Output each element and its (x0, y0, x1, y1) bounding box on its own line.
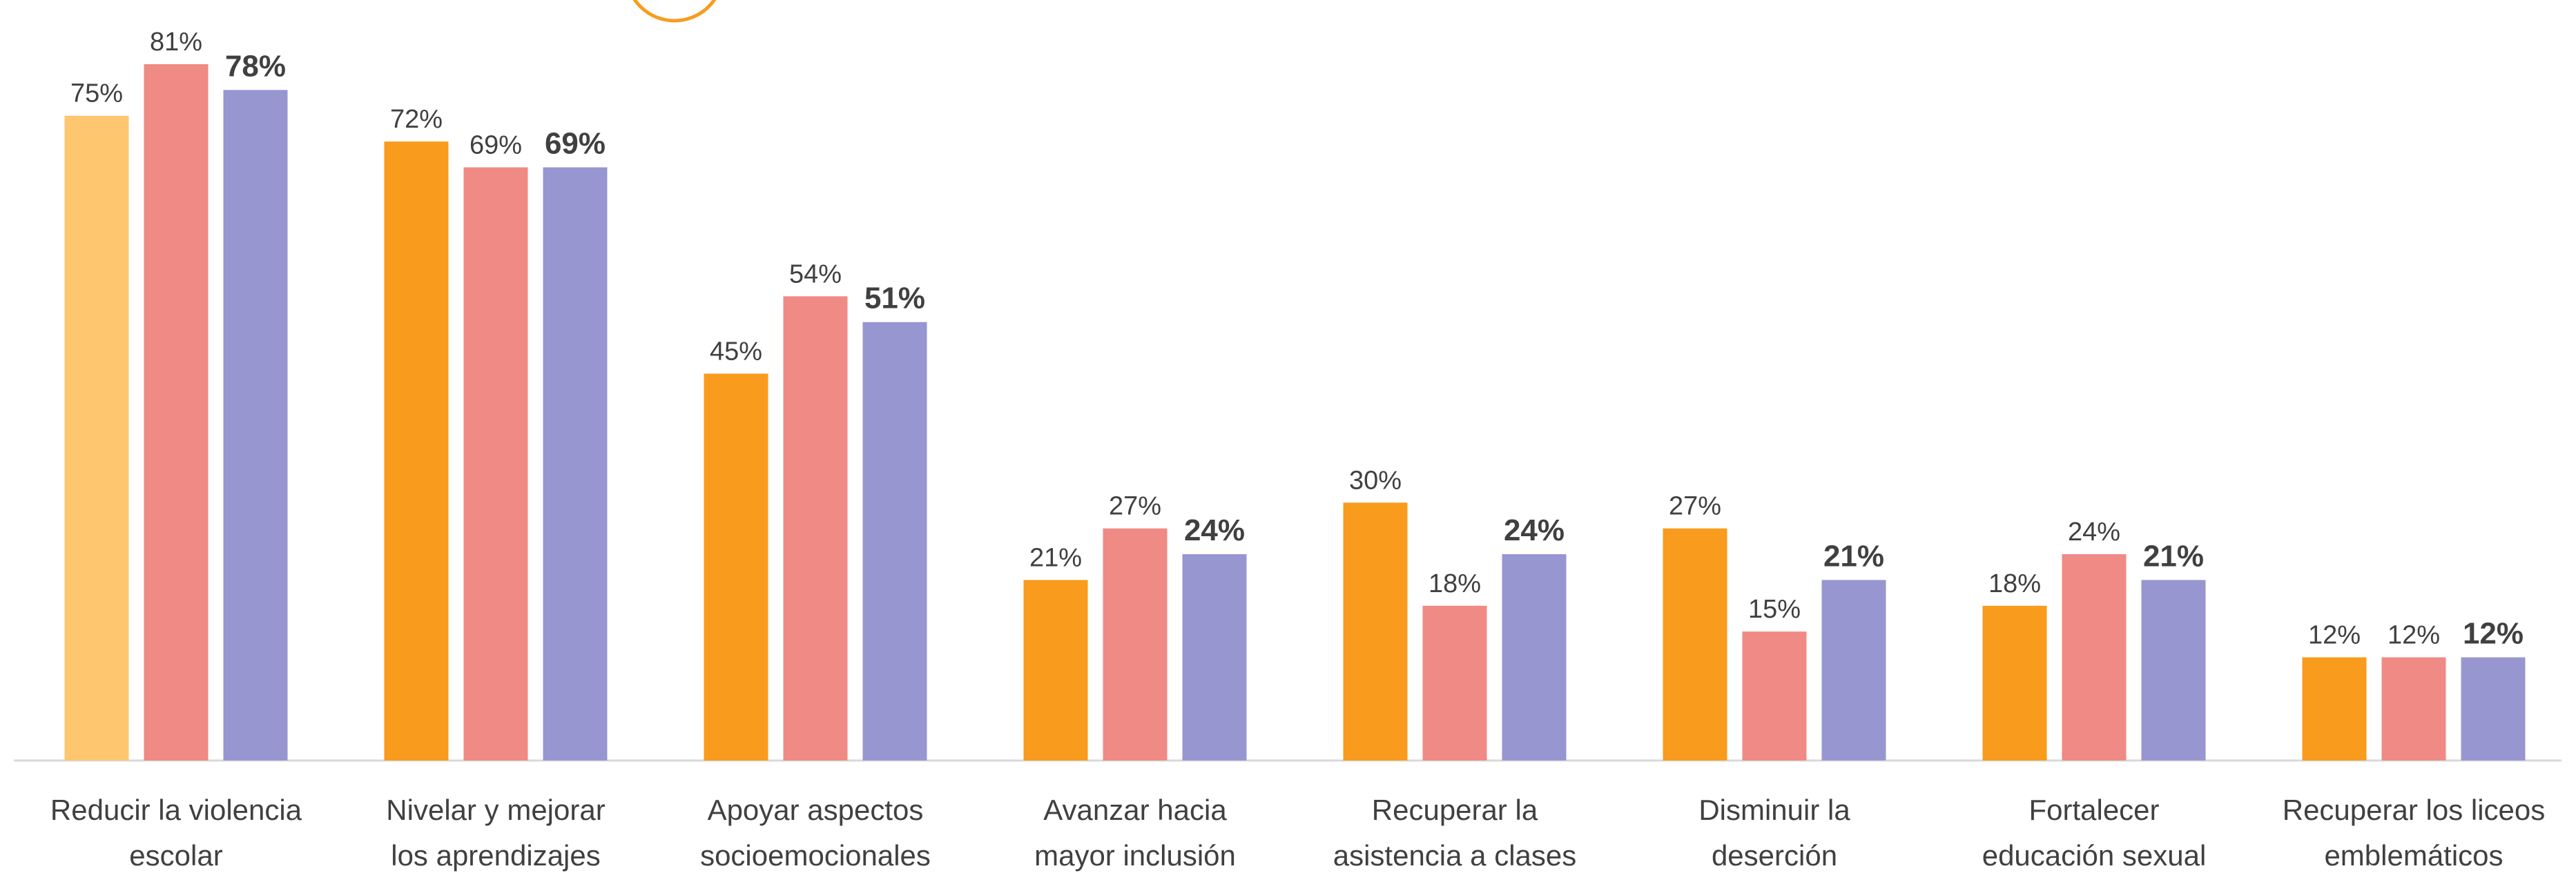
bar (2381, 657, 2446, 761)
x-tick-label: Disminuir la (1698, 794, 1850, 826)
x-tick-label: Recuperar los liceos (2283, 794, 2546, 826)
bar (1343, 502, 1408, 761)
logo-circle (632, 0, 717, 23)
x-tick-label: Nivelar y mejorar (386, 794, 605, 826)
data-label: 30% (1349, 466, 1402, 495)
x-tick-label: mayor inclusión (1034, 839, 1236, 872)
data-label: 24% (2068, 518, 2120, 547)
data-label: 72% (390, 105, 443, 134)
x-tick-label: Avanzar hacia (1043, 794, 1227, 826)
x-tick-label: Reducir la violencia (50, 794, 302, 826)
bar (1821, 580, 1886, 761)
bar (1982, 605, 2047, 761)
data-label: 12% (2308, 621, 2361, 650)
bar (1663, 528, 1727, 761)
data-label: 75% (70, 79, 123, 108)
data-label: 69% (545, 126, 606, 160)
data-label: 45% (710, 337, 762, 366)
bar (543, 167, 608, 761)
x-tick-label: deserción (1712, 839, 1837, 872)
bar (862, 322, 927, 761)
bar (1742, 631, 1807, 761)
x-tick-label: emblemáticos (2324, 839, 2503, 872)
data-label: 24% (1184, 513, 1245, 547)
x-tick-label: escolar (129, 839, 222, 872)
bar (1422, 605, 1487, 761)
bar (2302, 657, 2367, 761)
x-tick-label: educación sexual (1982, 839, 2207, 872)
data-label: 54% (789, 259, 842, 288)
data-label: 12% (2463, 617, 2524, 651)
data-label: 12% (2388, 621, 2440, 650)
data-label: 27% (1669, 492, 1721, 521)
x-tick-label: asistencia a clases (1333, 839, 1577, 872)
data-label: 81% (150, 28, 202, 57)
bar (2141, 580, 2206, 761)
data-label: 21% (2143, 539, 2204, 573)
data-label: 27% (1109, 492, 1161, 521)
x-tick-label: socioemocionales (700, 839, 931, 872)
bar (2461, 657, 2526, 761)
data-label: 21% (1029, 543, 1082, 572)
bar (463, 167, 528, 761)
bar (144, 64, 209, 761)
bar (1103, 528, 1168, 761)
bar (64, 115, 129, 761)
x-tick-label: Fortalecer (2028, 794, 2159, 826)
bar (1182, 554, 1247, 761)
x-tick-label: Recuperar la (1372, 794, 1538, 826)
bar (1023, 580, 1088, 761)
data-label: 78% (225, 49, 286, 83)
data-label: 51% (864, 282, 925, 315)
bar (2062, 554, 2127, 761)
data-label: 18% (1988, 569, 2041, 598)
bar (384, 141, 449, 761)
x-tick-label: Apoyar aspectos (708, 794, 924, 826)
data-label: 15% (1748, 595, 1801, 624)
bar (1502, 554, 1567, 761)
data-label: 21% (1823, 539, 1884, 573)
data-label: 18% (1429, 569, 1481, 598)
bar (704, 373, 768, 761)
data-label: 69% (469, 130, 522, 159)
bar (223, 90, 288, 761)
x-tick-label: los aprendizajes (391, 839, 601, 872)
data-label: 24% (1504, 513, 1565, 547)
bar (783, 296, 848, 761)
